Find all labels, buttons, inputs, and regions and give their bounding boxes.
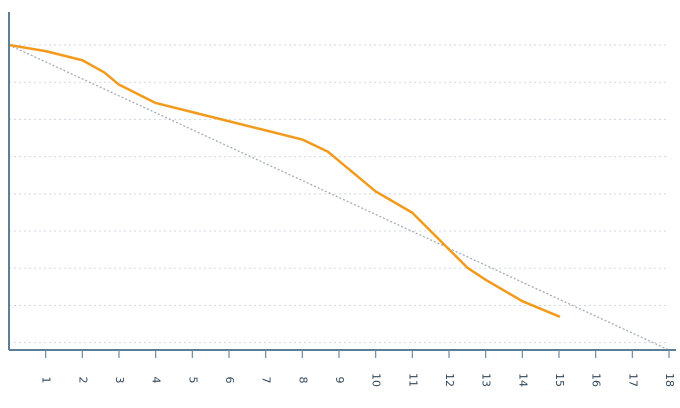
x-tick-label: 18 (663, 373, 676, 387)
grid-layer (9, 44, 669, 344)
x-tick-label: 6 (223, 377, 236, 384)
x-tick-label: 8 (296, 377, 309, 384)
x-tick-label: 16 (590, 373, 603, 387)
axis-layer: 1 2 3 4 5 6 7 8 9 10 11 12 13 14 15 16 17 18 (8, 12, 676, 387)
x-tick-label: 1 (40, 377, 53, 384)
x-tick-label: 15 (553, 373, 566, 387)
x-tick-label: 13 (480, 373, 493, 387)
x-tick-label: 11 (406, 373, 419, 387)
series-layer (7, 43, 670, 351)
x-tick-label: 3 (113, 377, 126, 384)
x-tick-label: 4 (150, 377, 163, 384)
ideal-burndown-line (8, 44, 670, 351)
x-tick-label: 2 (76, 377, 89, 384)
x-tick-label: 12 (443, 373, 456, 387)
x-tick-label: 17 (626, 373, 639, 387)
x-tick-label: 14 (516, 373, 529, 387)
x-tick-label: 7 (260, 377, 273, 384)
x-tick-label: 10 (370, 373, 383, 387)
x-tick-label: 5 (186, 377, 199, 384)
x-tick-label: 9 (333, 377, 346, 384)
actual-burndown-line (7, 43, 561, 318)
